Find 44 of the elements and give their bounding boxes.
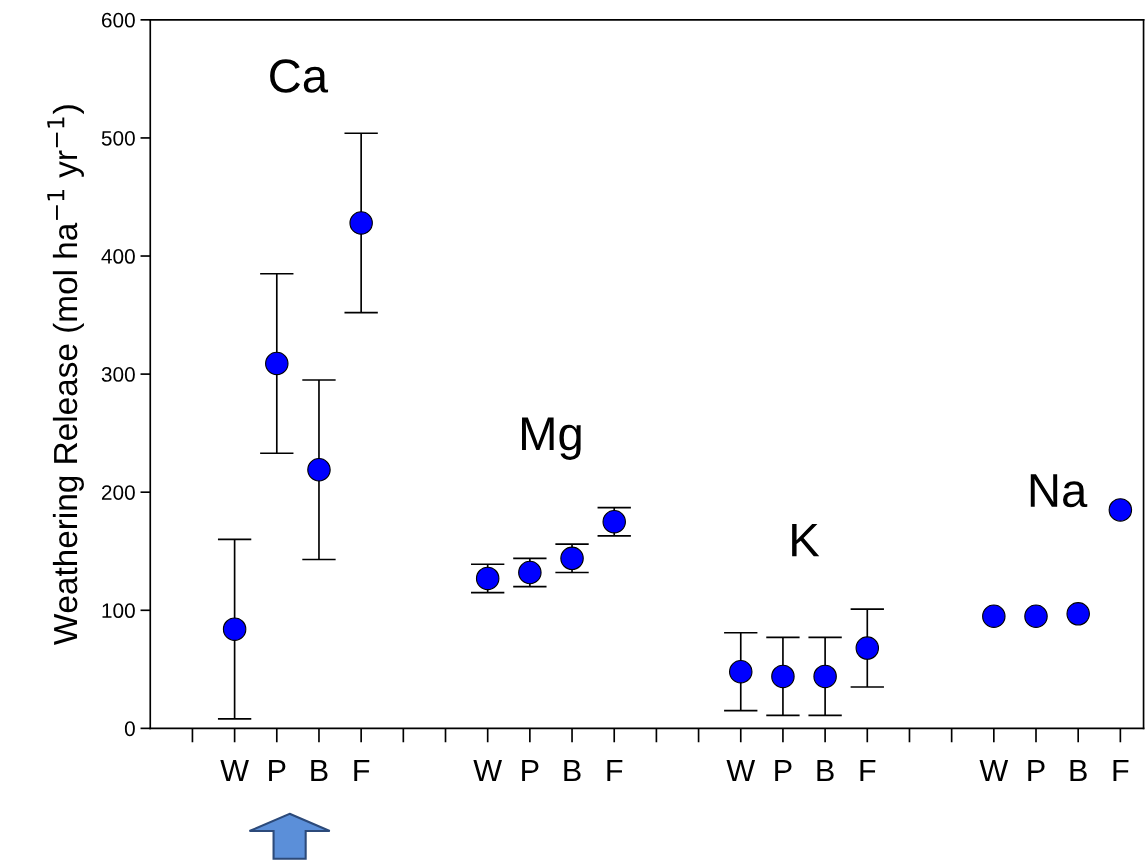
y-tick-label: 100: [102, 603, 135, 619]
y-tick-label: 500: [101, 130, 135, 146]
x-tick-label: P: [775, 760, 792, 782]
x-tick-label: P: [269, 760, 286, 782]
x-tick-label: F: [607, 760, 623, 782]
x-tick-label: W: [726, 760, 756, 782]
y-tick-label: 600: [101, 12, 135, 28]
y-axis-title: Weathering Release (mol ha$^{−1}$ yr$^{−1}$): [47, 105, 84, 645]
point: [1108, 498, 1133, 522]
annotation: Mg: [522, 417, 581, 460]
x-tick-label: F: [1113, 760, 1129, 782]
annotation: Ca: [270, 59, 329, 93]
point: [982, 604, 1006, 628]
x-tick-label: F: [354, 760, 370, 782]
point: [307, 458, 331, 482]
point: [475, 566, 500, 591]
y-tick-label: 0: [124, 721, 135, 737]
x-tick-label: W: [979, 760, 1009, 782]
point: [560, 546, 584, 571]
x-tick-label: B: [311, 760, 328, 782]
point: [729, 659, 753, 684]
x-tick-label: F: [860, 760, 876, 782]
x-tick-label: P: [522, 760, 539, 782]
y-tick-label: 200: [101, 485, 135, 500]
point: [813, 664, 837, 689]
x-tick-label: B: [1070, 760, 1087, 782]
x-tick-label: P: [1028, 760, 1045, 782]
point: [1024, 604, 1048, 628]
y-tick-label: 400: [101, 249, 135, 264]
x-tick-label: B: [564, 760, 581, 782]
annotation: K: [792, 523, 820, 557]
x-tick-label: W: [473, 760, 502, 782]
annotation: Na: [1030, 474, 1088, 508]
y-tick-label: 300: [101, 367, 135, 382]
point: [222, 617, 247, 641]
point: [1066, 602, 1090, 626]
point: [855, 636, 880, 660]
x-tick-label: W: [220, 760, 249, 782]
point: [265, 351, 289, 376]
point: [602, 509, 626, 534]
point: [518, 560, 542, 585]
point: [771, 664, 795, 689]
point: [349, 211, 373, 235]
x-tick-label: B: [817, 760, 834, 782]
